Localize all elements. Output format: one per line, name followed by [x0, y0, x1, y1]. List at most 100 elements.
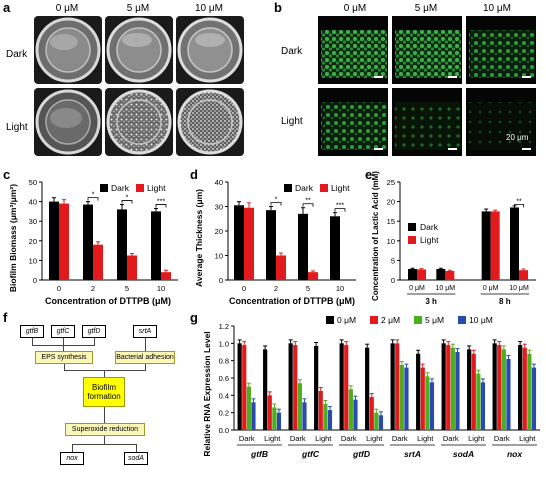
panel-a-col-2: 10 μM: [195, 3, 223, 14]
legend-swatch: [414, 316, 422, 324]
legend-label: Light: [147, 183, 166, 193]
panel-b-col-2: 10 μM: [483, 3, 511, 14]
bar-10μM: [506, 358, 511, 430]
x-tick-label: 2: [274, 284, 278, 293]
legend-swatch: [136, 184, 144, 192]
connector: [32, 338, 33, 345]
bar-10μM: [251, 402, 256, 430]
bar-10μM: [480, 382, 486, 430]
bar-light: [244, 207, 254, 280]
sig-bracket: [302, 203, 314, 207]
panel-a-row-light: Light: [6, 122, 28, 133]
y-tick-label: 20: [387, 198, 395, 207]
sig-mark: *: [92, 192, 95, 199]
y-tick-label: 10: [387, 237, 395, 246]
confocal-light-0uM: [318, 88, 388, 156]
confocal-dark-5uM: [392, 16, 462, 84]
x-condition-label: Light: [519, 434, 536, 443]
bar-dark: [49, 201, 59, 280]
bar-10μM: [302, 402, 307, 430]
group-label: 8 h: [499, 297, 511, 306]
gene-label: nox: [507, 449, 523, 459]
bar-5μM: [527, 353, 532, 430]
connector: [64, 364, 65, 370]
bar-5μM: [450, 347, 455, 430]
bar-dark: [330, 216, 340, 280]
box-eps-synthesis: EPS synthesis: [35, 351, 93, 364]
bar-dark: [83, 204, 93, 280]
y-tick-label: 50: [29, 178, 37, 187]
bar-0μM: [492, 343, 497, 430]
y-tick-label: 0.6: [219, 374, 229, 383]
x-tick-label: 5: [306, 284, 310, 293]
chart-lactic-acid: Concentration of Lactic Acid (mM) 0 5 10 15…: [371, 171, 536, 306]
bar-light: [445, 270, 455, 280]
xlabel-c: Concentration of DTTPB (μM): [45, 296, 171, 306]
x-condition-label: Light: [366, 434, 383, 443]
bar-2μM: [497, 345, 502, 430]
chart-average-thickness: Average Thickness (μm) Concentration of …: [194, 178, 356, 306]
y-tick-label: 20: [29, 237, 37, 246]
box-biofilm-formation: Biofilm formation: [83, 377, 125, 407]
panel-a-col-1: 5 μM: [126, 3, 150, 14]
bar-2μM: [369, 397, 374, 430]
legend-label: Light: [331, 183, 350, 193]
sig-bracket: [334, 208, 346, 212]
y-tick-label: 0: [391, 276, 395, 285]
legend-swatch: [408, 223, 416, 231]
bar-5μM: [501, 349, 506, 430]
x-sub-label: 10 μM: [436, 285, 456, 292]
legend-swatch: [320, 184, 328, 192]
bar-5μM: [272, 407, 277, 430]
bar-5μM: [374, 412, 379, 430]
y-tick-label: 0.8: [219, 357, 229, 366]
panel-b-row-dark: Dark: [281, 46, 303, 57]
x-sub-label: 10 μM: [509, 285, 529, 292]
x-condition-label: Light: [315, 434, 332, 443]
panel-label-f: f: [3, 310, 8, 325]
bar-light: [308, 272, 318, 280]
ylabel-d: Average Thickness (μm): [194, 189, 204, 287]
y-tick-label: 0: [219, 276, 223, 285]
legend-label: 10 μM: [469, 315, 493, 325]
xlabel-d: Concentration of DTTPB (μM): [229, 296, 355, 306]
sig-bracket: [270, 202, 282, 206]
ylabel-e: Concentration of Lactic Acid (mM): [371, 171, 380, 301]
bar-5μM: [399, 365, 404, 430]
confocal-dark-0uM: [318, 16, 388, 84]
bar-5μM: [323, 404, 328, 430]
connector: [136, 444, 137, 452]
legend-swatch: [408, 236, 416, 244]
connector: [145, 364, 146, 370]
bar-0μM: [390, 343, 395, 430]
x-sub-label: 0 μM: [483, 285, 499, 292]
bar-dark: [510, 207, 519, 280]
x-condition-label: Dark: [290, 434, 306, 443]
sig-mark: ***: [336, 203, 344, 210]
bar-2μM: [267, 395, 272, 430]
bar-10μM: [404, 367, 409, 430]
y-tick-label: 20: [215, 227, 223, 236]
panel-label-c: c: [3, 167, 11, 182]
y-tick-label: 15: [387, 217, 395, 226]
legend-label: Light: [420, 235, 439, 245]
bar-2μM: [242, 345, 247, 430]
panel-b-col-1: 5 μM: [414, 3, 438, 14]
bar-light: [417, 269, 426, 280]
gene-label: gtfD: [352, 449, 370, 459]
gene-label: srtA: [404, 449, 421, 459]
confocal-light-5uM: [392, 88, 462, 156]
connector: [32, 345, 95, 346]
scale-bar: [522, 148, 531, 150]
panel-a-col-0: 0 μM: [55, 3, 79, 14]
x-condition-label: Light: [264, 434, 281, 443]
bar-2μM: [522, 347, 527, 430]
connector: [104, 370, 105, 377]
sig-mark: *: [126, 195, 129, 202]
sig-bracket: [514, 203, 524, 208]
panel-b-row-light: Light: [281, 116, 303, 127]
box-bacterial-adhesion: Bacterial adhesion: [115, 351, 175, 364]
bar-10μM: [327, 410, 333, 430]
confocal-light-10uM: 20 μm: [466, 88, 536, 156]
y-tick-label: 0.0: [219, 426, 229, 435]
